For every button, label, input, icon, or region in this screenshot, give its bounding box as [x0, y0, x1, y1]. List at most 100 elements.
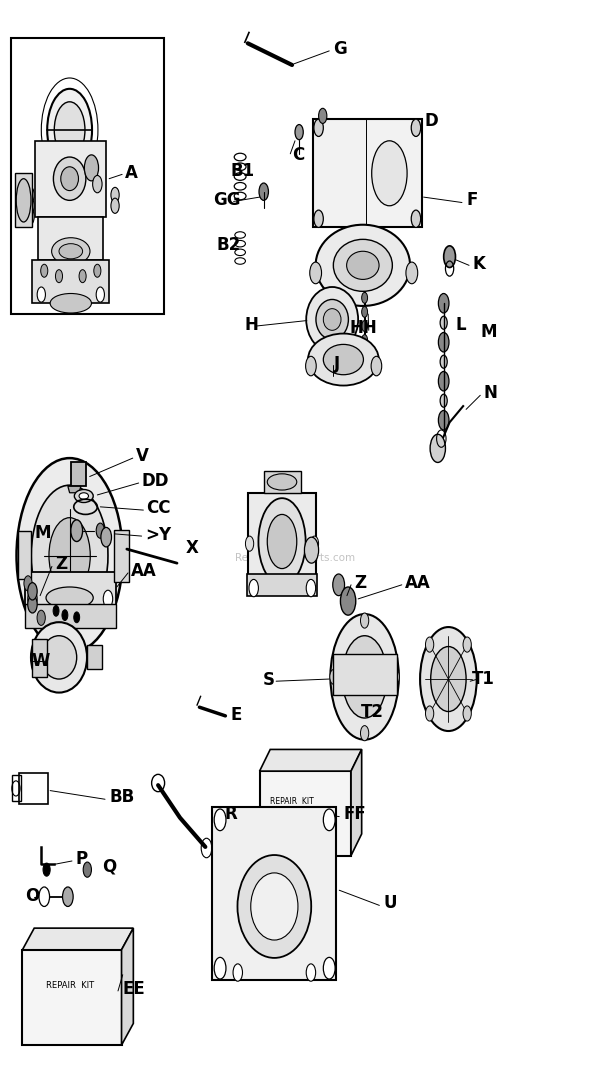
Ellipse shape — [316, 225, 410, 305]
Circle shape — [245, 536, 254, 551]
Circle shape — [444, 246, 455, 268]
Circle shape — [362, 306, 368, 317]
Bar — [264, 471, 301, 493]
Circle shape — [420, 627, 477, 731]
Text: CC: CC — [146, 499, 171, 517]
Bar — [32, 639, 47, 677]
Text: DD: DD — [142, 472, 169, 490]
Circle shape — [96, 287, 104, 302]
Circle shape — [74, 612, 80, 623]
Circle shape — [267, 514, 297, 569]
Bar — [25, 572, 116, 606]
Ellipse shape — [308, 334, 379, 386]
Circle shape — [333, 574, 345, 596]
Ellipse shape — [306, 287, 358, 352]
Text: N: N — [484, 384, 498, 402]
Text: C: C — [292, 146, 304, 164]
Bar — [71, 462, 86, 486]
Text: BB: BB — [109, 788, 135, 806]
Circle shape — [49, 518, 90, 593]
Circle shape — [463, 637, 471, 652]
Ellipse shape — [323, 344, 363, 375]
Circle shape — [438, 293, 449, 313]
Circle shape — [314, 119, 323, 136]
Circle shape — [310, 536, 319, 551]
Circle shape — [430, 434, 445, 462]
Bar — [248, 493, 316, 590]
Ellipse shape — [46, 587, 93, 609]
Text: GG: GG — [214, 192, 241, 209]
Text: E: E — [230, 706, 241, 723]
Ellipse shape — [316, 300, 348, 340]
Circle shape — [37, 610, 45, 625]
Text: S: S — [263, 671, 274, 689]
Text: REPAIR  KIT: REPAIR KIT — [270, 797, 314, 806]
Text: ReplacementParts.com: ReplacementParts.com — [235, 552, 355, 563]
Ellipse shape — [31, 622, 87, 693]
Circle shape — [79, 270, 86, 283]
Ellipse shape — [347, 251, 379, 279]
Circle shape — [431, 647, 466, 712]
Circle shape — [103, 590, 113, 608]
Bar — [25, 604, 116, 628]
Text: B1: B1 — [230, 162, 254, 180]
Ellipse shape — [17, 179, 31, 222]
Circle shape — [96, 523, 104, 538]
Circle shape — [440, 316, 447, 329]
Circle shape — [28, 590, 37, 608]
Polygon shape — [68, 486, 81, 493]
Circle shape — [406, 262, 418, 284]
Circle shape — [306, 964, 316, 981]
Circle shape — [319, 108, 327, 123]
Circle shape — [214, 957, 226, 979]
Bar — [260, 771, 351, 856]
Bar — [38, 217, 103, 260]
Circle shape — [111, 187, 119, 203]
Circle shape — [214, 809, 226, 831]
Circle shape — [83, 862, 91, 877]
Polygon shape — [122, 928, 133, 1045]
Ellipse shape — [251, 873, 298, 940]
Circle shape — [362, 292, 368, 303]
Circle shape — [84, 155, 99, 181]
Text: O: O — [25, 887, 39, 904]
Circle shape — [425, 637, 434, 652]
Text: EE: EE — [123, 980, 146, 997]
Polygon shape — [260, 749, 362, 771]
Circle shape — [425, 706, 434, 721]
Circle shape — [55, 270, 63, 283]
Circle shape — [323, 809, 335, 831]
Ellipse shape — [267, 474, 297, 490]
Bar — [22, 950, 122, 1045]
Text: U: U — [384, 895, 397, 912]
Text: L: L — [455, 316, 466, 334]
Bar — [114, 530, 129, 582]
Polygon shape — [351, 749, 362, 856]
Ellipse shape — [41, 636, 77, 679]
Circle shape — [440, 355, 447, 368]
Circle shape — [25, 186, 34, 204]
Text: G: G — [333, 40, 347, 57]
Circle shape — [360, 726, 369, 741]
Text: H: H — [245, 316, 259, 334]
Text: B2: B2 — [217, 236, 241, 253]
Bar — [15, 173, 32, 227]
Ellipse shape — [52, 238, 90, 265]
Circle shape — [71, 520, 83, 542]
Ellipse shape — [53, 157, 86, 200]
Circle shape — [101, 527, 112, 547]
Ellipse shape — [79, 493, 88, 499]
Circle shape — [411, 119, 421, 136]
Bar — [18, 531, 31, 579]
Text: M: M — [481, 324, 497, 341]
Circle shape — [304, 537, 319, 563]
Circle shape — [37, 287, 45, 302]
Circle shape — [323, 957, 335, 979]
Text: R: R — [224, 806, 237, 823]
Circle shape — [53, 605, 59, 616]
Bar — [87, 645, 102, 669]
Text: AA: AA — [405, 574, 431, 591]
Bar — [19, 773, 48, 804]
Circle shape — [28, 596, 37, 613]
Bar — [333, 654, 397, 695]
